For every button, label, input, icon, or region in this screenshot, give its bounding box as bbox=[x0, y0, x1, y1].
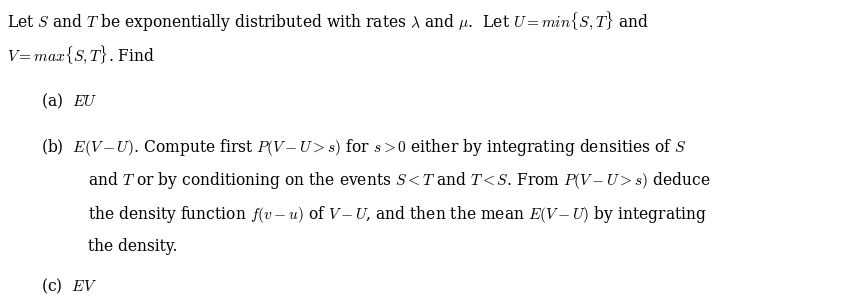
Text: and $T$ or by conditioning on the events $S < T$ and $T < S$. From $P(V - U > s): and $T$ or by conditioning on the events… bbox=[88, 170, 711, 191]
Text: $V = max\{S, T\}$. Find: $V = max\{S, T\}$. Find bbox=[7, 45, 154, 66]
Text: the density function $f(v - u)$ of $V - U$, and then the mean $E(V - U)$ by inte: the density function $f(v - u)$ of $V - … bbox=[88, 204, 706, 225]
Text: the density.: the density. bbox=[88, 238, 177, 255]
Text: (b)  $E(V - U)$. Compute first $P(V - U > s)$ for $s > 0$ either by integrating : (b) $E(V - U)$. Compute first $P(V - U >… bbox=[41, 137, 686, 157]
Text: Let $S$ and $T$ be exponentially distributed with rates $\lambda$ and $\mu$.  Le: Let $S$ and $T$ be exponentially distrib… bbox=[7, 11, 649, 34]
Text: (a)  $EU$: (a) $EU$ bbox=[41, 92, 97, 111]
Text: (c)  $EV$: (c) $EV$ bbox=[41, 276, 96, 296]
